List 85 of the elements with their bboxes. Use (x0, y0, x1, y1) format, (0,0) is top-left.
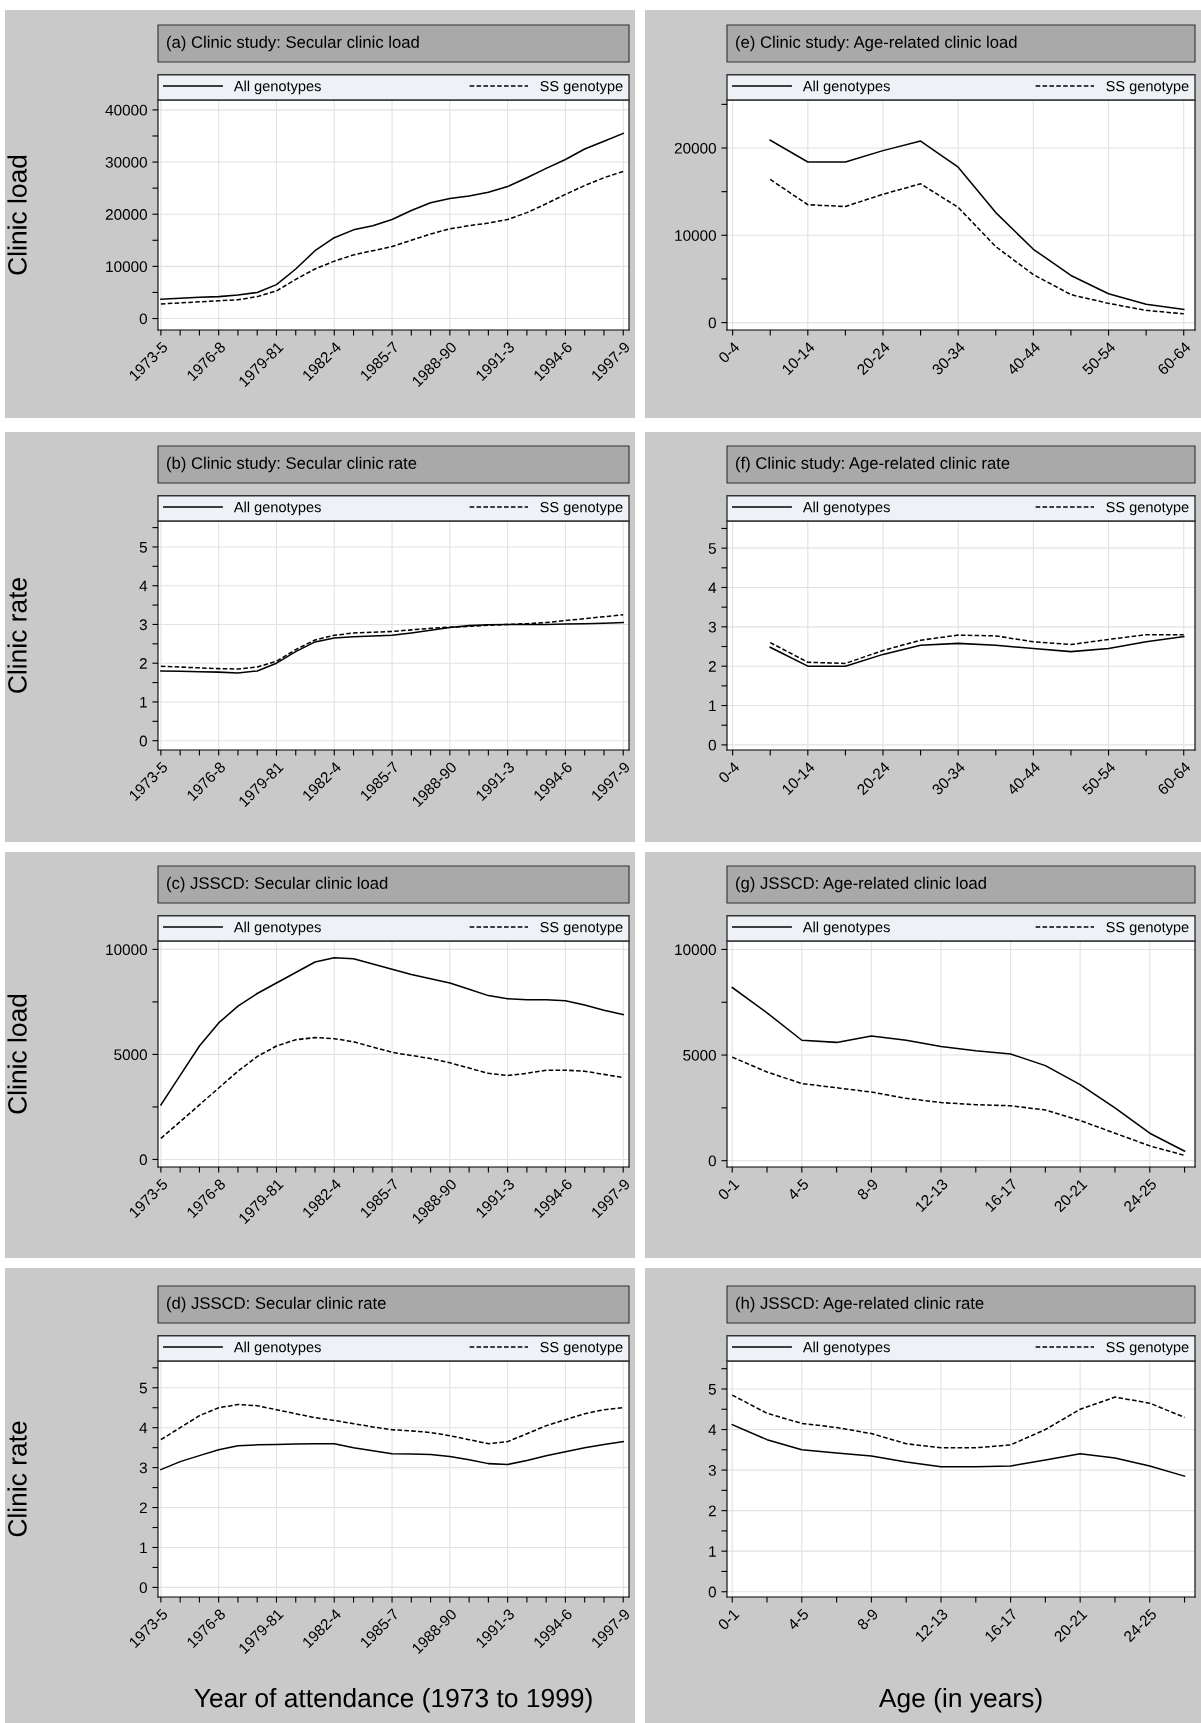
y-tick-label: 1 (140, 1542, 147, 1554)
legend-label: All genotypes (233, 80, 321, 95)
x-axis-title: Year of attendance (1973 to 1999) (194, 1688, 592, 1713)
x-tick-label: 0-1 (717, 1608, 740, 1631)
y-tick-label: 0 (708, 1155, 716, 1167)
y-tick-label: 1 (140, 696, 147, 708)
chart-title: (e) Clinic study: Age-related clinic load (736, 35, 1017, 52)
x-tick-label: 0-1 (717, 1178, 740, 1201)
y-tick-label: 0 (708, 317, 716, 329)
y-tick-label: 3 (139, 619, 147, 631)
line-series (160, 170, 624, 305)
legend-label: SS genotype (540, 501, 623, 516)
chart-title: (h) JSSCD: Age-related clinic rate (736, 1296, 984, 1313)
line-series (160, 614, 624, 670)
y-tick-label: 10000 (675, 230, 716, 241)
legend-label: SS genotype (1106, 921, 1189, 936)
legend-label: All genotypes (802, 501, 890, 516)
line-series (731, 1056, 1186, 1157)
y-tick-label: 2 (139, 658, 147, 669)
y-tick-label: 4 (139, 580, 148, 592)
line-series (731, 986, 1186, 1152)
y-tick-label: 0 (139, 313, 147, 325)
x-axis-title: Age (in years) (878, 1688, 1042, 1713)
y-tick-label: 4 (708, 582, 717, 594)
line-series (160, 1036, 624, 1140)
y-tick-label: 0 (139, 1582, 147, 1594)
y-tick-label: 20000 (674, 142, 716, 154)
y-tick-label: 0 (708, 739, 716, 751)
y-axis-title: Clinic rate (7, 1421, 27, 1537)
y-tick-label: 5 (139, 541, 147, 553)
y-tick-label: 1 (709, 1546, 716, 1557)
y-tick-label: 4 (708, 1424, 717, 1436)
chart-title: (b) Clinic study: Secular clinic rate (167, 456, 417, 473)
y-axis-title: Clinic load (7, 994, 27, 1114)
y-tick-label: 4 (139, 1422, 148, 1434)
y-tick-label: 2 (708, 661, 716, 672)
chart-title: (f) Clinic study: Age-related clinic rate (736, 456, 1010, 473)
y-tick-label: 3 (708, 1464, 716, 1476)
line-series (769, 178, 1185, 315)
line-series (769, 139, 1185, 311)
legend-label: All genotypes (802, 1341, 890, 1356)
x-tick-label: 4-5 (786, 1178, 810, 1201)
x-tick-label: 8-9 (856, 1608, 879, 1631)
y-tick-label: 10000 (106, 944, 147, 956)
y-tick-label: 2 (139, 1502, 147, 1514)
y-tick-label: 0 (708, 1586, 716, 1598)
y-tick-label: 10000 (675, 944, 716, 956)
y-tick-label: 5 (139, 1382, 147, 1394)
chart-title: (c) JSSCD: Secular clinic load (167, 876, 388, 893)
y-tick-label: 2 (708, 1505, 716, 1517)
legend-label: All genotypes (802, 921, 890, 936)
legend-label: SS genotype (540, 921, 623, 936)
chart-title: (d) JSSCD: Secular clinic rate (167, 1296, 386, 1313)
legend-label: SS genotype (1106, 501, 1189, 516)
legend-label: All genotypes (233, 1341, 321, 1356)
chart-title: (g) JSSCD: Age-related clinic load (736, 876, 986, 893)
legend-label: SS genotype (1106, 80, 1189, 95)
y-tick-label: 5000 (683, 1049, 716, 1061)
legend-label: SS genotype (540, 1341, 623, 1356)
y-tick-label: 10000 (106, 261, 147, 273)
y-tick-label: 30000 (105, 156, 147, 168)
y-tick-label: 3 (708, 621, 716, 633)
legend-label: SS genotype (1106, 1341, 1189, 1356)
y-tick-label: 5000 (114, 1049, 147, 1061)
legend-label: SS genotype (540, 80, 623, 95)
y-tick-label: 20000 (105, 209, 147, 220)
x-tick-label: 4-5 (786, 1608, 810, 1631)
y-tick-label: 0 (139, 735, 147, 747)
chart-title: (a) Clinic study: Secular clinic load (167, 35, 419, 52)
line-series (731, 1423, 1186, 1477)
y-tick-label: 5 (708, 1384, 716, 1395)
y-axis-title: Clinic rate (7, 578, 27, 693)
y-tick-label: 5 (708, 543, 716, 554)
y-tick-label: 1 (709, 700, 716, 712)
y-tick-label: 0 (139, 1154, 147, 1166)
line-series (160, 1403, 624, 1445)
x-tick-label: 0-4 (717, 761, 741, 784)
y-tick-label: 3 (139, 1462, 147, 1474)
x-tick-label: 8-9 (856, 1178, 879, 1201)
y-tick-label: 40000 (105, 104, 147, 116)
x-tick-label: 0-4 (717, 341, 741, 364)
legend-label: All genotypes (233, 501, 321, 516)
legend-label: All genotypes (233, 921, 321, 936)
y-axis-title: Clinic load (7, 155, 27, 275)
legend-label: All genotypes (802, 80, 890, 95)
